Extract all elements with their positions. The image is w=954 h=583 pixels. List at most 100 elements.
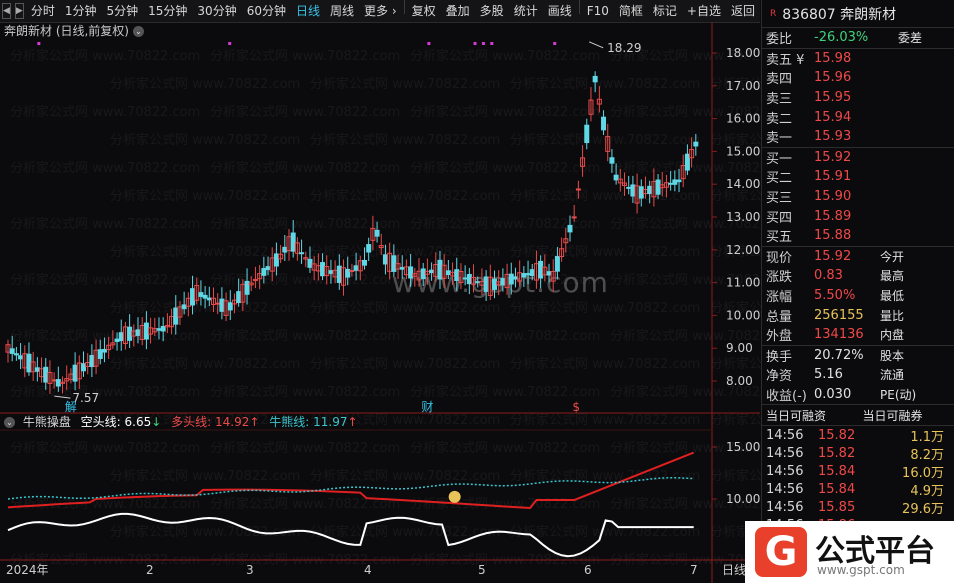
event-marker: $ [572, 400, 580, 414]
buy-level-label: 买二 [766, 171, 793, 187]
toolbar-item[interactable]: 15分钟 [148, 4, 188, 18]
candle-body [9, 348, 15, 354]
bull-line [7, 477, 694, 500]
chevron-down-icon[interactable]: ⌄ [4, 417, 15, 428]
toolbar-item[interactable]: 统计 [513, 4, 538, 18]
toolbar-item[interactable]: 返回 [730, 4, 755, 18]
candle-body [118, 332, 124, 342]
price-tick-label: 8.00 [726, 374, 753, 388]
candle-body [273, 253, 279, 267]
buy-level-label: 买四 [766, 210, 793, 226]
candle-body [43, 366, 49, 383]
margin-price: 15.82 [818, 427, 856, 443]
time-axis-period: 日线 [722, 563, 746, 577]
sell-level-value: 15.94 [814, 109, 852, 125]
margin-vol: 16.0万 [902, 465, 944, 481]
margin-time: 14:56 [766, 445, 804, 461]
toolbar-item[interactable]: +自选 [686, 4, 721, 18]
toolbar-item[interactable]: 更多 › [364, 4, 397, 18]
time-axis-label: 4 [364, 563, 372, 577]
toolbar-item[interactable]: F10 [586, 4, 609, 18]
toolbar-item[interactable]: 多股 [479, 4, 504, 18]
toolbar-item[interactable]: 周线 [330, 4, 355, 18]
candle-body [693, 141, 699, 147]
logo-url: www.gspt.com [817, 563, 905, 577]
toolbar-item[interactable]: 画线 [547, 4, 572, 18]
toolbar-item[interactable]: 复权 [411, 4, 436, 18]
stat2-row-right-label: 流通 [880, 368, 905, 383]
next-button[interactable]: ▶ [14, 3, 24, 19]
stat2-row-label: 净资 [766, 369, 793, 385]
candle-body [114, 338, 120, 342]
candle-body [613, 174, 619, 181]
toolbar-item[interactable]: 5分钟 [106, 4, 139, 18]
candle-body [684, 153, 690, 171]
candle-body [655, 179, 661, 195]
signal-dot [37, 42, 41, 45]
candle-body [26, 353, 32, 373]
sell-level-label: 卖四 [766, 72, 793, 88]
toolbar-item[interactable]: 30分钟 [197, 4, 237, 18]
time-axis-label: 3 [246, 563, 254, 577]
toolbar-item[interactable]: 1分钟 [64, 4, 97, 18]
toolbar-item[interactable]: 60分钟 [246, 4, 286, 18]
candle-body [445, 270, 451, 275]
stat2-row: 收益(-) 0.030 PE(动) [762, 385, 954, 405]
sell-level-label: 卖一 [766, 131, 793, 147]
candle-body [202, 294, 208, 299]
period-toolbar: ◀ ▶ 分时 1分钟 5分钟 15分钟 30分钟 60分钟 日线 周线 更多 › 复权 叠加 多股 统计… [0, 0, 760, 23]
candle-body [290, 232, 296, 252]
candle-body [374, 229, 380, 237]
candle-body [55, 379, 61, 387]
candle-body [571, 216, 577, 219]
candle-body [584, 124, 590, 144]
candle-body [575, 188, 581, 191]
candle-body [198, 292, 204, 297]
long-line-value: 多头线: 14.92↑ [171, 415, 260, 429]
candle-body [471, 276, 477, 285]
rzrq-badge: R [770, 8, 777, 19]
candle-body [89, 355, 95, 368]
margin-price: 15.84 [818, 463, 856, 479]
candle-body [143, 322, 149, 340]
time-axis-label: 2024年 [6, 563, 49, 577]
candle-body [638, 186, 644, 199]
candle-body [546, 271, 552, 276]
indicator-legend: ⌄ 牛熊操盘 空头线: 6.65↓ 多头线: 14.92↑ 牛熊线: 11.97… [4, 414, 364, 430]
kline-chart[interactable]: 18.00 17.00 16.00 15.00 14.00 13.00 12.00 11.00… [0, 0, 760, 583]
chart-title: 奔朗新材 (日线,前复权) ⌄ [4, 23, 144, 39]
toolbar-item[interactable]: 日线 [295, 4, 320, 18]
candle-body [211, 297, 217, 305]
candle-body [156, 328, 162, 331]
candle-body [437, 259, 443, 280]
candle-body [525, 273, 531, 276]
toolbar-item[interactable]: 分时 [30, 4, 55, 18]
candle-body [244, 280, 250, 295]
chevron-down-icon[interactable]: ⌄ [133, 26, 144, 37]
toolbar-item[interactable]: 简框 [618, 4, 643, 18]
stat-row-value: 15.92 [814, 248, 852, 264]
signal-dot [473, 42, 477, 45]
candle-body [357, 260, 363, 272]
logo-text: 公式平台 [815, 534, 935, 569]
candle-body [215, 302, 221, 305]
margin-header-sell: 当日可融券 [862, 408, 923, 423]
stat-row-right-label: 内盘 [880, 328, 905, 343]
prev-button[interactable]: ◀ [2, 3, 11, 19]
candle-body [391, 255, 397, 272]
toolbar-item[interactable]: 叠加 [445, 4, 470, 18]
margin-row: 14:56 15.84 16.0万 [762, 462, 954, 481]
sell-level-value: 15.93 [814, 129, 852, 145]
candle-body [617, 178, 623, 184]
candle-body [160, 325, 166, 332]
toolbar-item[interactable]: 标记 [652, 4, 677, 18]
stat-row-value: 5.50% [814, 288, 856, 304]
stat-row: 总量 256155 量比 [762, 305, 954, 325]
buy-level: 买二 15.91 [762, 167, 954, 187]
candle-body [248, 282, 254, 286]
candle-body [408, 266, 414, 279]
candle-body [252, 278, 258, 282]
weicha-label: 委差 [898, 31, 923, 46]
candle-body [177, 306, 183, 318]
time-axis-label: 6 [584, 563, 592, 577]
